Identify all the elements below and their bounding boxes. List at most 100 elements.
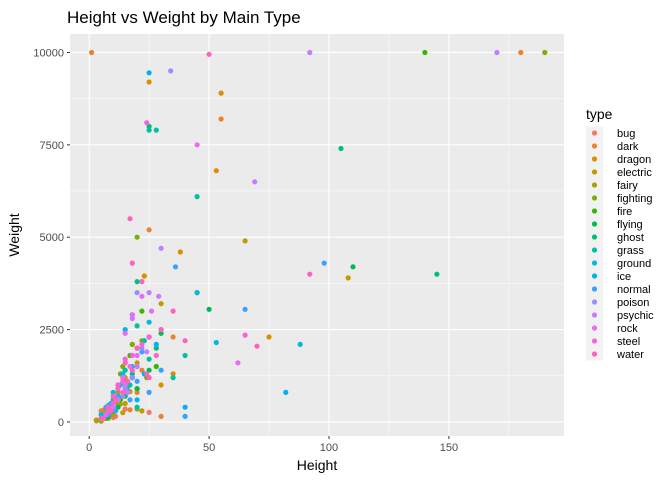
legend-label: fighting [617, 193, 652, 205]
point-ghost [146, 123, 152, 129]
point-ground [120, 371, 126, 377]
point-ground [110, 389, 116, 395]
point-ghost [338, 145, 344, 152]
legend-item-fighting: fighting [586, 191, 652, 205]
legend-label: dark [617, 141, 639, 153]
point-water [170, 308, 176, 314]
major-gridlines [70, 34, 564, 436]
point-ice [283, 389, 289, 395]
point-fighting [542, 49, 548, 56]
point-water [307, 271, 313, 277]
point-water [158, 327, 164, 333]
point-ground [146, 319, 152, 325]
legend-swatch [591, 208, 598, 214]
point-bug [122, 406, 128, 412]
legend-item-flying: flying [586, 217, 643, 231]
legend-swatch [591, 156, 598, 162]
point-grass [194, 194, 200, 200]
point-psychic [494, 49, 500, 56]
point-steel [115, 386, 121, 392]
point-ghost [134, 279, 140, 285]
legend-item-fire: fire [586, 204, 632, 218]
point-water [115, 382, 121, 388]
legend-swatch [591, 182, 598, 188]
legend-item-ice: ice [586, 269, 631, 283]
point-dragon [213, 168, 219, 174]
point-water [108, 408, 114, 414]
point-fire [139, 308, 145, 314]
legend-item-normal: normal [586, 282, 651, 296]
point-dark [518, 49, 524, 56]
point-dragon [146, 79, 152, 85]
legend-item-dragon: dragon [586, 152, 651, 166]
point-water [206, 51, 212, 57]
point-fairy [93, 417, 99, 423]
point-fighting [129, 341, 135, 347]
point-electric [139, 408, 145, 414]
legend: type bugdarkdragonelectricfairyfightingf… [586, 106, 654, 361]
point-ghost [434, 271, 440, 277]
legend-title: type [586, 106, 613, 122]
legend-label: steel [617, 336, 640, 348]
point-flying [146, 367, 152, 373]
point-rock [194, 142, 200, 148]
y-axis-title: Weight [6, 213, 22, 256]
legend-item-grass: grass [586, 243, 644, 257]
legend-item-dark: dark [586, 139, 639, 153]
legend-swatch [591, 325, 598, 331]
point-normal [158, 367, 164, 373]
minor-gridlines [70, 34, 564, 436]
legend-swatch [591, 299, 598, 305]
point-normal [182, 413, 188, 419]
x-tick-label: 150 [440, 442, 458, 454]
legend-label: normal [617, 284, 651, 296]
point-dragon [134, 360, 140, 366]
legend-swatch [591, 286, 598, 292]
y-axis-ticks: 0 2500 5000 7500 10000 [33, 47, 70, 429]
point-flying [134, 386, 140, 392]
point-psychic [146, 290, 152, 296]
point-water [98, 415, 104, 421]
point-flying [158, 330, 164, 336]
point-dragon [218, 90, 224, 96]
point-dragon [115, 389, 121, 395]
point-water [110, 393, 116, 399]
point-rock [134, 352, 140, 359]
point-steel [129, 352, 135, 359]
legend-swatch [591, 130, 598, 136]
point-fairy [110, 412, 116, 418]
legend-label: psychic [617, 310, 654, 322]
legend-swatch [591, 312, 598, 318]
legend-swatch [591, 234, 598, 240]
point-water [105, 404, 111, 410]
point-water [125, 378, 131, 384]
point-ghost [129, 371, 135, 377]
point-water [146, 375, 152, 381]
legend-swatch [591, 351, 598, 357]
y-tick-label: 10000 [33, 47, 64, 59]
legend-swatch [591, 169, 598, 175]
point-dragon [266, 334, 272, 340]
point-normal [321, 260, 327, 266]
y-tick-label: 5000 [40, 232, 64, 244]
point-rock [103, 412, 109, 418]
point-water [144, 371, 150, 377]
point-ice [134, 397, 140, 403]
point-steel [139, 341, 145, 347]
point-grass [134, 323, 140, 329]
point-water [120, 389, 126, 395]
point-psychic [129, 315, 135, 322]
point-electric [345, 275, 351, 281]
legend-label: bug [617, 128, 635, 140]
legend-label: ice [617, 271, 631, 283]
point-normal [134, 378, 140, 384]
point-dark [146, 227, 152, 233]
point-bug [146, 409, 152, 415]
point-electric [158, 301, 164, 307]
point-electric [242, 238, 248, 244]
point-ground [213, 339, 219, 346]
point-flying [115, 404, 121, 410]
point-ice [153, 341, 159, 347]
legend-label: dragon [617, 154, 651, 166]
